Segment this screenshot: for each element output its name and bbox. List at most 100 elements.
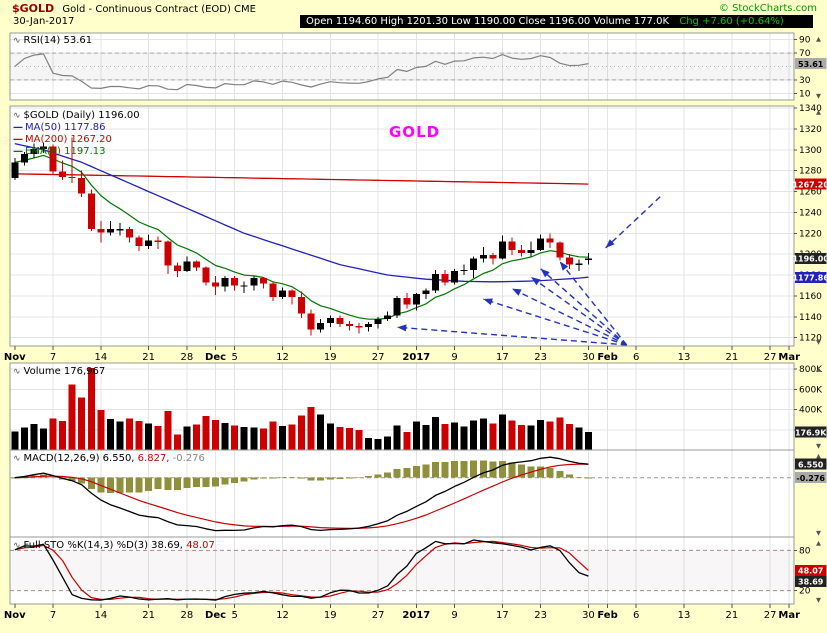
macd-panel bbox=[10, 456, 794, 532]
x-axis: Nov 7 14 21 28 Dec 5 12 19 27 2017 9 17 23 30 Feb 6 13 21 2… bbox=[4, 346, 800, 621]
svg-text:Dec: Dec bbox=[205, 352, 226, 363]
svg-text:7: 7 bbox=[50, 610, 56, 621]
svg-text:1160: 1160 bbox=[799, 292, 822, 302]
svg-text:2017: 2017 bbox=[402, 352, 430, 363]
svg-text:1177.86: 1177.86 bbox=[792, 273, 827, 282]
trend-arrows bbox=[397, 196, 661, 346]
sto-panel bbox=[10, 539, 794, 601]
svg-text:30: 30 bbox=[799, 76, 811, 86]
axis-range-arrows: ▲ ▼ ▲ ▼ ▲ ▼ ▲ ▼ ▲ ▼ bbox=[816, 35, 821, 604]
svg-text:27: 27 bbox=[764, 352, 777, 363]
svg-text:1300: 1300 bbox=[799, 146, 822, 156]
svg-text:20: 20 bbox=[799, 587, 811, 597]
svg-text:5: 5 bbox=[231, 352, 237, 363]
volume-panel bbox=[11, 367, 592, 450]
macd-legend: ∿ MACD(12,26,9) 6.550, 6.827, -0.276 bbox=[13, 453, 205, 464]
svg-text:▲: ▲ bbox=[816, 108, 821, 116]
svg-text:21: 21 bbox=[142, 610, 155, 621]
svg-text:6: 6 bbox=[633, 352, 639, 363]
svg-text:28: 28 bbox=[181, 610, 194, 621]
chart-header: $GOLD Gold - Continuous Contract (EOD) C… bbox=[12, 2, 815, 15]
svg-text:▼: ▼ bbox=[816, 338, 821, 346]
indicator-icon: ∿ bbox=[13, 454, 21, 464]
quote-change: Chg +7.60 (+0.64%) bbox=[679, 16, 784, 27]
svg-text:7: 7 bbox=[50, 352, 56, 363]
svg-text:1196.00: 1196.00 bbox=[792, 255, 827, 264]
rsi-panel bbox=[10, 52, 794, 91]
symbol: $GOLD bbox=[12, 2, 55, 15]
svg-text:9: 9 bbox=[451, 352, 457, 363]
svg-text:90: 90 bbox=[799, 36, 811, 46]
y-axis-labels: 1120114011601180120012201240126012801300… bbox=[794, 36, 823, 597]
svg-text:17: 17 bbox=[496, 610, 509, 621]
volume-legend: ∿ Volume 176,967 bbox=[13, 366, 106, 377]
svg-text:12: 12 bbox=[276, 352, 289, 363]
svg-text:Nov: Nov bbox=[4, 610, 26, 621]
svg-text:2017: 2017 bbox=[402, 610, 430, 621]
ma50-line-sample: — bbox=[13, 122, 23, 133]
svg-text:-0.276: -0.276 bbox=[796, 474, 825, 483]
gold-annotation: GOLD bbox=[389, 123, 441, 141]
svg-text:▼: ▼ bbox=[816, 529, 821, 537]
panel-backgrounds bbox=[10, 33, 794, 604]
svg-text:14: 14 bbox=[94, 352, 107, 363]
svg-text:▲: ▲ bbox=[816, 35, 821, 43]
chart-date: 30-Jan-2017 bbox=[13, 16, 75, 27]
svg-text:1340: 1340 bbox=[799, 104, 822, 114]
svg-text:▲: ▲ bbox=[816, 365, 821, 373]
svg-text:13: 13 bbox=[678, 352, 691, 363]
svg-text:80: 80 bbox=[799, 546, 811, 556]
svg-text:1240: 1240 bbox=[799, 208, 822, 218]
svg-text:13: 13 bbox=[678, 610, 691, 621]
svg-text:6: 6 bbox=[633, 610, 639, 621]
svg-text:Feb: Feb bbox=[597, 610, 617, 621]
svg-text:30: 30 bbox=[582, 352, 595, 363]
svg-text:Mar: Mar bbox=[778, 352, 800, 363]
ma200-line-sample: — bbox=[13, 134, 23, 145]
symbol-description: Gold - Continuous Contract (EOD) CME bbox=[62, 4, 256, 15]
svg-text:27: 27 bbox=[764, 610, 777, 621]
svg-text:6.550: 6.550 bbox=[798, 460, 824, 469]
ma200-legend: — MA(200) 1267.20 bbox=[13, 134, 112, 145]
ema8-legend: — EMA(8) 1197.13 bbox=[13, 146, 106, 157]
sto-legend: ∿ Full STO %K(14,3) %D(3) 38.69, 48.07 bbox=[13, 540, 215, 551]
svg-text:1140: 1140 bbox=[799, 313, 822, 323]
svg-text:21: 21 bbox=[725, 352, 738, 363]
svg-text:1320: 1320 bbox=[799, 125, 822, 135]
indicator-icon: ∿ bbox=[13, 541, 21, 551]
svg-text:176.9K: 176.9K bbox=[795, 428, 827, 437]
quote-bar: Open 1194.60 High 1201.30 Low 1190.00 Cl… bbox=[300, 15, 813, 28]
svg-text:14: 14 bbox=[94, 610, 107, 621]
svg-text:38.69: 38.69 bbox=[798, 578, 824, 587]
svg-text:Dec: Dec bbox=[205, 610, 226, 621]
svg-text:23: 23 bbox=[534, 352, 547, 363]
stockcharts-credit-link[interactable]: © StockCharts.com bbox=[718, 3, 817, 14]
svg-text:▼: ▼ bbox=[816, 92, 821, 100]
svg-text:Feb: Feb bbox=[597, 352, 617, 363]
svg-text:600K: 600K bbox=[799, 385, 823, 395]
rsi-legend: ∿ RSI(14) 53.61 bbox=[13, 35, 93, 46]
candlesticks bbox=[11, 137, 592, 336]
svg-text:70: 70 bbox=[799, 49, 811, 59]
svg-text:21: 21 bbox=[725, 610, 738, 621]
svg-text:1280: 1280 bbox=[799, 167, 822, 177]
svg-text:▼: ▼ bbox=[816, 442, 821, 450]
svg-text:23: 23 bbox=[534, 610, 547, 621]
svg-text:▲: ▲ bbox=[816, 452, 821, 460]
ema8-line-sample: — bbox=[13, 146, 23, 157]
svg-text:27: 27 bbox=[372, 610, 385, 621]
svg-text:400K: 400K bbox=[799, 406, 823, 416]
indicator-icon: ∿ bbox=[13, 36, 21, 46]
svg-text:9: 9 bbox=[451, 610, 457, 621]
svg-text:▲: ▲ bbox=[816, 539, 821, 547]
svg-text:Mar: Mar bbox=[778, 610, 800, 621]
svg-text:1220: 1220 bbox=[799, 229, 822, 239]
svg-text:53.61: 53.61 bbox=[798, 60, 824, 69]
svg-text:30: 30 bbox=[582, 610, 595, 621]
svg-text:1267.20: 1267.20 bbox=[792, 180, 827, 189]
svg-text:Nov: Nov bbox=[4, 352, 26, 363]
svg-text:▼: ▼ bbox=[816, 596, 821, 604]
svg-text:1260: 1260 bbox=[799, 188, 822, 198]
